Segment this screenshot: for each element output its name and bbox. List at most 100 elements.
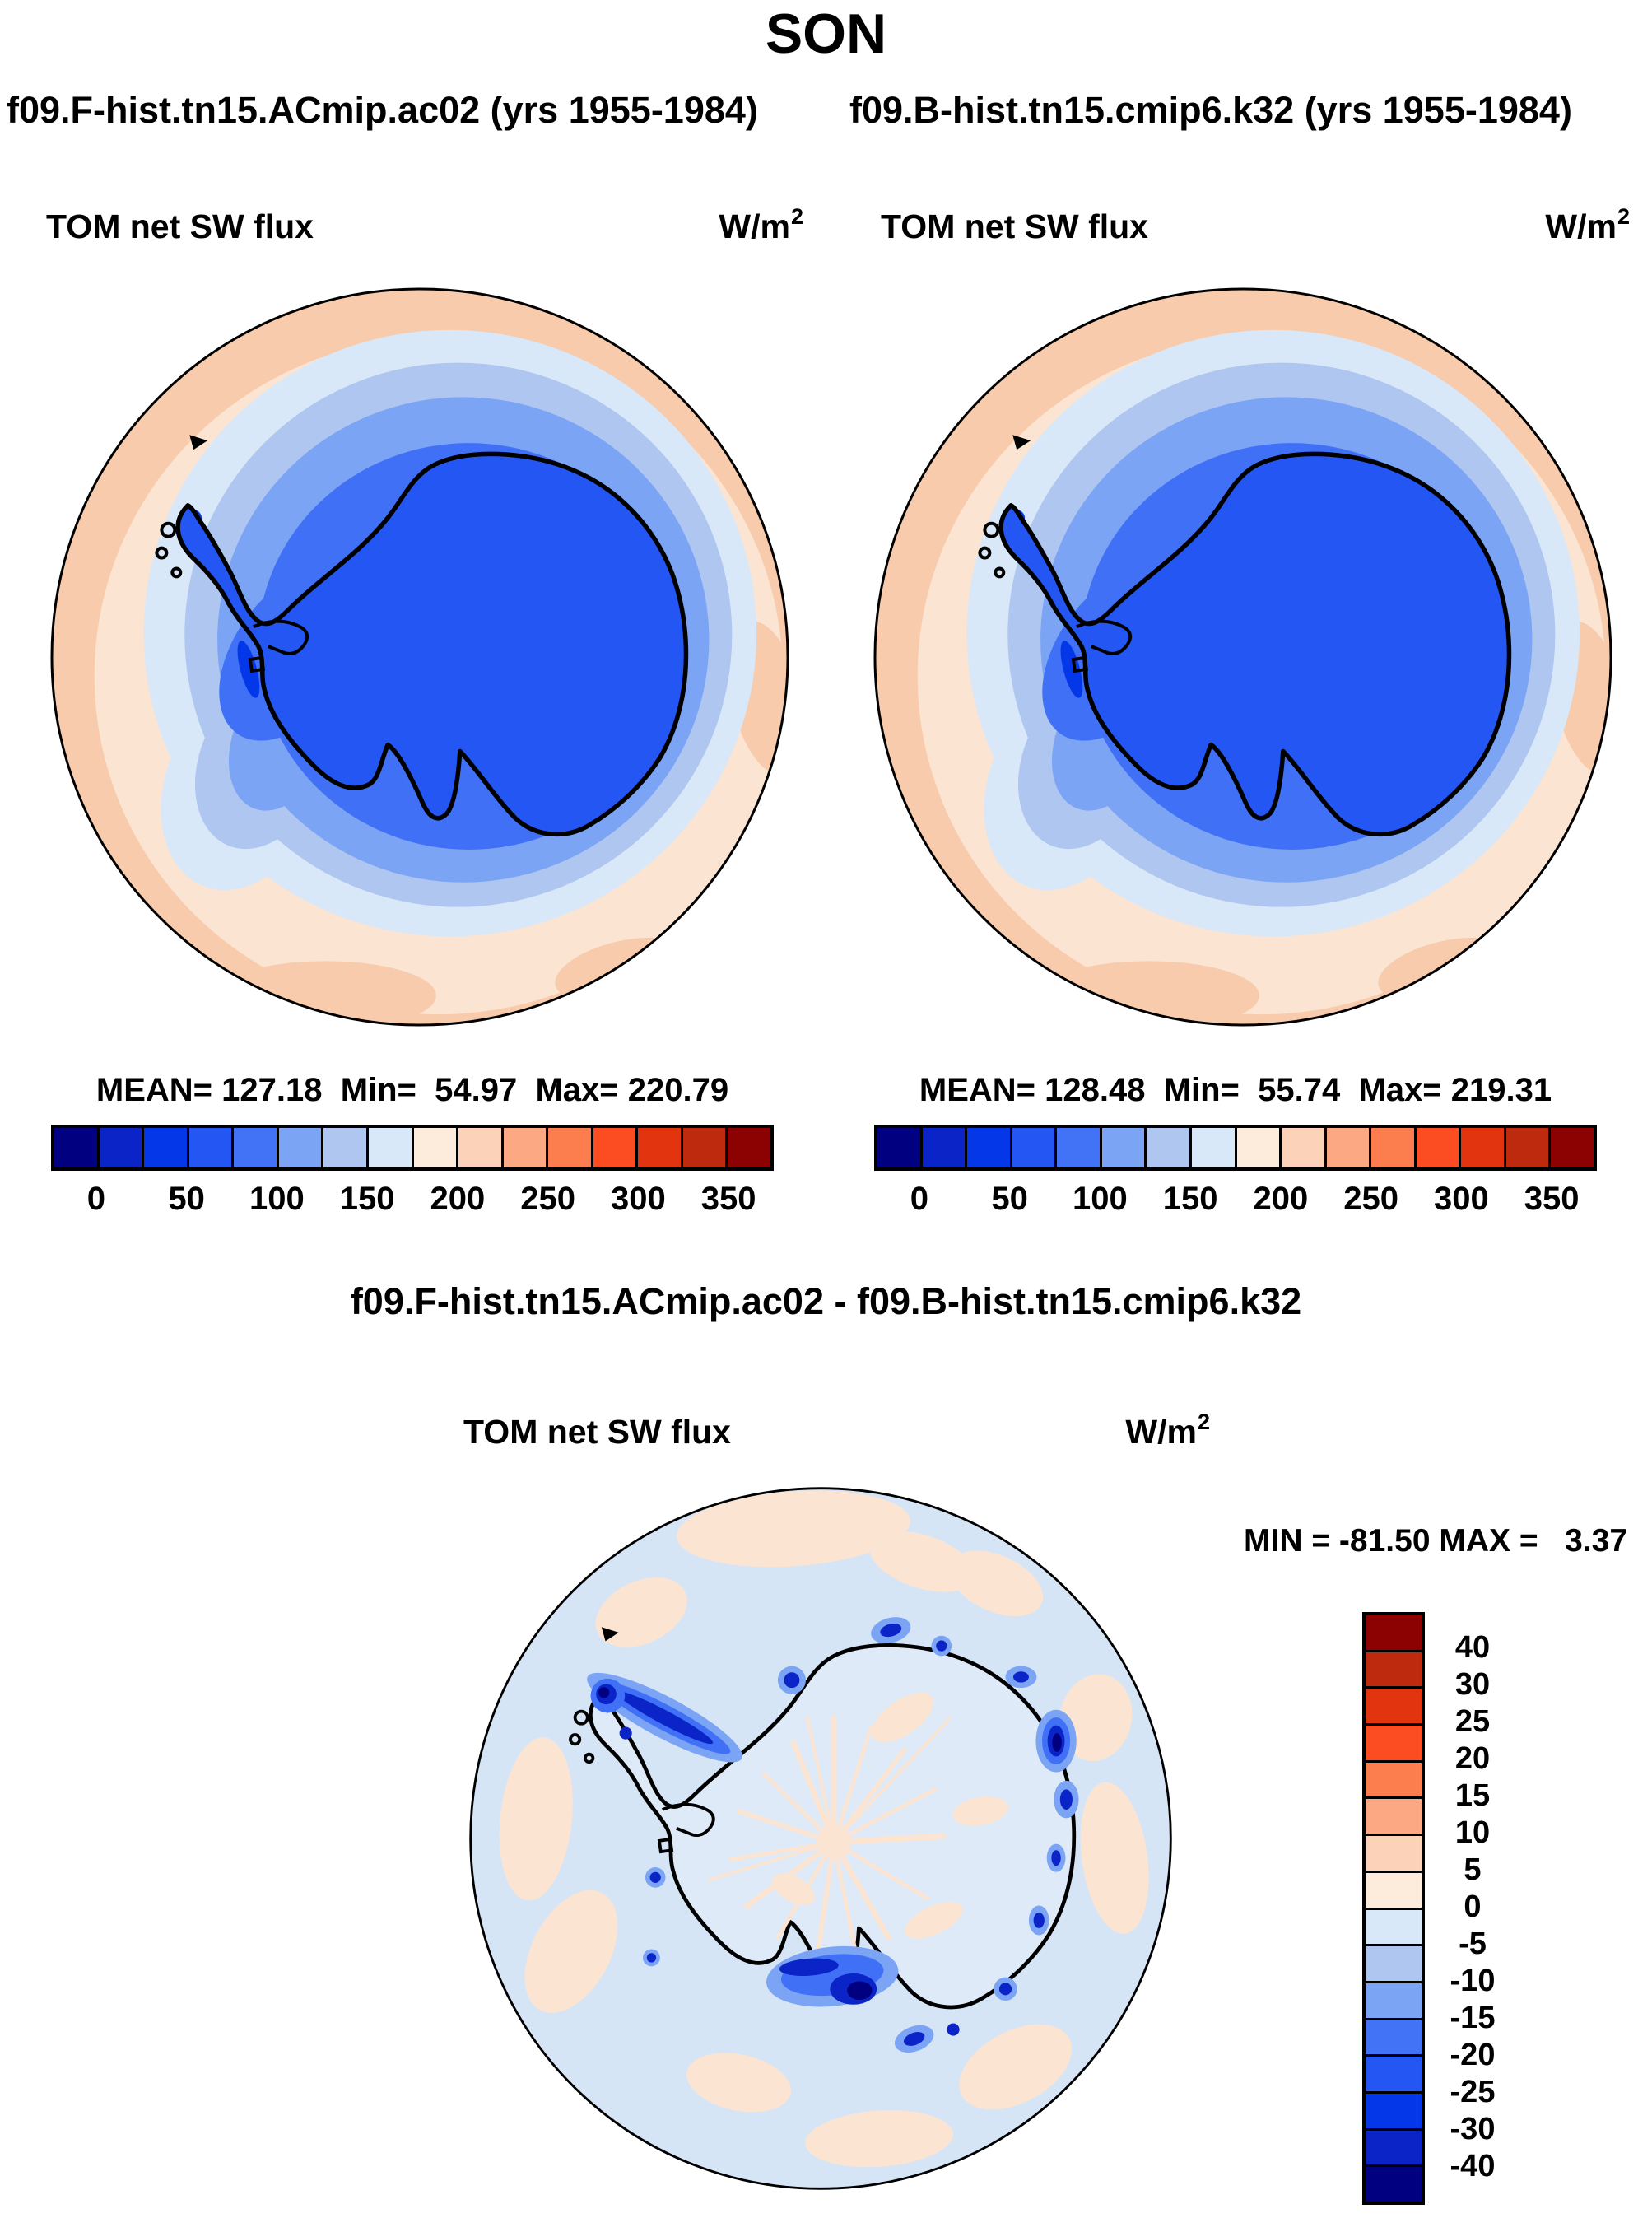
colorbar-cell — [1366, 1615, 1422, 1652]
colorbar-tick-label: 350 — [1524, 1181, 1580, 1217]
colorbar-cell — [1505, 1128, 1552, 1167]
colorbar-cell — [877, 1128, 923, 1167]
colorbar-cell — [413, 1128, 459, 1167]
colorbar-tick-label: 30 — [1454, 1666, 1491, 1702]
colorbar-cell — [1366, 1799, 1422, 1837]
units-base: W/m — [719, 207, 790, 245]
units-exponent: 2 — [1617, 204, 1630, 229]
colorbar-cell — [1366, 1983, 1422, 2020]
colorbar-cell — [1366, 1762, 1422, 1800]
colorbar-tick-label: 300 — [611, 1181, 666, 1217]
colorbar-cell — [1366, 2130, 1422, 2168]
colorbar-left: 0 50 100 150 200 250 300 350 — [51, 1125, 774, 1217]
colorbar-cell — [278, 1128, 324, 1167]
map-top-left — [47, 284, 793, 1030]
colorbar-cell — [1012, 1128, 1058, 1167]
colorbar-tick-label: 150 — [1162, 1181, 1218, 1217]
colorbar-tick-label: 100 — [249, 1181, 305, 1217]
colorbar-cell — [1101, 1128, 1147, 1167]
colorbar-cell — [1366, 1689, 1422, 1726]
colorbar-cell — [144, 1128, 189, 1167]
colorbar-cell — [1057, 1128, 1102, 1167]
colorbar-tick-label: -40 — [1450, 2148, 1496, 2183]
colorbar-cell — [1366, 1946, 1422, 1983]
colorbar-tick-label: -30 — [1450, 2111, 1496, 2146]
colorbar-cell — [1366, 1836, 1422, 1873]
colorbar-cell — [728, 1128, 770, 1167]
colorbar-cell — [1282, 1128, 1327, 1167]
colorbar-tick-label: -25 — [1450, 2074, 1496, 2109]
units-label-left: W/m2 — [626, 204, 803, 246]
colorbar-right: 0 50 100 150 200 250 300 350 — [874, 1125, 1597, 1217]
run-subtitle-right: f09.B-hist.tn15.cmip6.k32 (yrs 1955-1984… — [849, 89, 1572, 131]
colorbar-cell — [1366, 2020, 1422, 2057]
colorbar-tick-label: 200 — [1253, 1181, 1309, 1217]
colorbar-tick-label: 250 — [520, 1181, 575, 1217]
colorbar-tick-label: 15 — [1454, 1778, 1491, 1813]
colorbar-cell — [638, 1128, 683, 1167]
colorbar-cell — [1326, 1128, 1372, 1167]
colorbar-tick-label: 250 — [1343, 1181, 1398, 1217]
colorbar-difference: 40 30 25 20 15 10 5 0 -5 -10 -15 -20 -25 -30 -40 — [1362, 1612, 1495, 2205]
colorbar-tick-label: 150 — [339, 1181, 395, 1217]
colorbar-tick-label: 0 — [1464, 1889, 1482, 1924]
colorbar-cell — [967, 1128, 1012, 1167]
colorbar-cell — [503, 1128, 549, 1167]
colorbar-cell — [1366, 1909, 1422, 1947]
colorbar-tick-label: 100 — [1073, 1181, 1128, 1217]
colorbar-tick-label: 200 — [430, 1181, 486, 1217]
colorbar-cell — [1366, 1872, 1422, 1910]
field-label-left: TOM net SW flux — [46, 207, 314, 245]
units-base: W/m — [1545, 207, 1617, 245]
stats-line-right: MEAN= 128.48 Min= 55.74 Max= 219.31 — [919, 1072, 1552, 1108]
colorbar-cell — [1191, 1128, 1237, 1167]
colorbar-cell — [593, 1128, 639, 1167]
colorbar-cell — [234, 1128, 279, 1167]
colorbar-cell — [1366, 2093, 1422, 2131]
colorbar-cells — [874, 1125, 1597, 1171]
units-base: W/m — [1125, 1413, 1197, 1451]
colorbar-cell — [54, 1128, 100, 1167]
colorbar-tick-label: 0 — [86, 1181, 105, 1217]
colorbar-tick-label: 40 — [1454, 1629, 1491, 1665]
colorbar-cells — [1362, 1612, 1425, 2205]
colorbar-tick-label: 25 — [1454, 1703, 1491, 1739]
colorbar-cells — [51, 1125, 774, 1171]
colorbar-cell — [682, 1128, 728, 1167]
field-label-right: TOM net SW flux — [881, 207, 1148, 245]
colorbar-cell — [188, 1128, 235, 1167]
colorbar-cell — [1416, 1128, 1462, 1167]
units-label-right: W/m2 — [1452, 204, 1630, 246]
colorbar-tick-label: -10 — [1450, 1963, 1496, 1998]
colorbar-tick-label: 300 — [1434, 1181, 1489, 1217]
colorbar-cell — [1551, 1128, 1594, 1167]
map-difference — [466, 1484, 1175, 2193]
colorbar-cell — [1461, 1128, 1506, 1167]
stats-line-left: MEAN= 127.18 Min= 54.97 Max= 220.79 — [95, 1072, 729, 1108]
colorbar-tick-label: -15 — [1450, 2000, 1496, 2035]
season-title: SON — [765, 2, 887, 65]
colorbar-cell — [323, 1128, 369, 1167]
colorbar-tick-label: 0 — [910, 1181, 928, 1217]
colorbar-cell — [922, 1128, 968, 1167]
colorbar-cell — [1366, 2167, 1422, 2202]
colorbar-cell — [1147, 1128, 1192, 1167]
colorbar-cell — [1236, 1128, 1282, 1167]
colorbar-tick-label: 20 — [1454, 1740, 1491, 1776]
colorbar-tick-label: 50 — [991, 1181, 1028, 1217]
colorbar-cell — [458, 1128, 504, 1167]
colorbar-tick-label: 5 — [1464, 1852, 1482, 1887]
units-exponent: 2 — [1197, 1410, 1210, 1434]
colorbar-cell — [368, 1128, 414, 1167]
colorbar-tick-label: 50 — [168, 1181, 205, 1217]
units-exponent: 2 — [790, 204, 803, 229]
difference-title: f09.F-hist.tn15.ACmip.ac02 - f09.B-hist.… — [350, 1280, 1302, 1322]
colorbar-tick-label: -5 — [1459, 1926, 1487, 1961]
colorbar-tick-label: -20 — [1450, 2037, 1496, 2072]
run-subtitle-left: f09.F-hist.tn15.ACmip.ac02 (yrs 1955-198… — [7, 89, 758, 131]
colorbar-cell — [1366, 2057, 1422, 2094]
colorbar-tick-label: 10 — [1454, 1815, 1491, 1850]
minmax-line: MIN = -81.50 MAX = 3.37 — [1244, 1523, 1628, 1559]
colorbar-cell — [1366, 1652, 1422, 1689]
